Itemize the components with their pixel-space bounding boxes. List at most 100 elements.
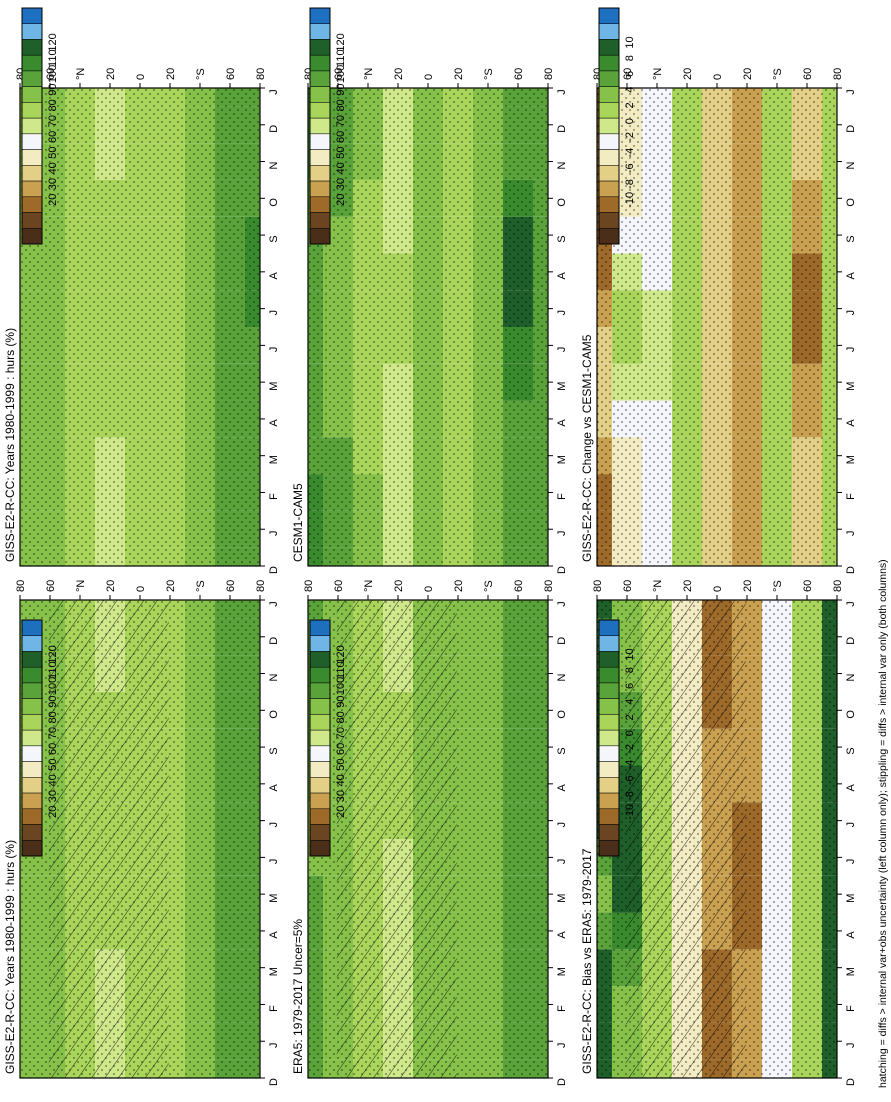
lat-tick-label: 20 xyxy=(393,68,405,80)
month-tick-label: A xyxy=(556,272,568,280)
colorbar-label: -6 xyxy=(624,775,636,785)
month-tick-label: M xyxy=(268,967,280,976)
colorbar-label: 4 xyxy=(624,87,636,93)
month-tick-label: S xyxy=(268,747,280,754)
lat-tick-label: 60 xyxy=(802,68,814,80)
lat-tick-label: °S xyxy=(772,68,784,80)
month-tick-label: F xyxy=(845,493,857,500)
month-tick-label: J xyxy=(556,347,568,353)
colorbar-swatch xyxy=(21,133,43,150)
lat-tick-label: 20 xyxy=(105,68,117,80)
month-tick-label: J xyxy=(268,822,280,828)
month-tick-label: S xyxy=(556,235,568,242)
colorbar-swatch xyxy=(309,729,331,747)
colorbar-swatch xyxy=(309,7,331,24)
month-tick-label: J xyxy=(845,89,857,95)
colorbar-swatch xyxy=(309,228,331,245)
hatching-overlay xyxy=(625,600,746,1078)
colorbar-frame xyxy=(309,619,331,857)
colorbar-label: 120 xyxy=(335,645,347,663)
colorbar-swatch xyxy=(598,228,620,245)
colorbar-swatch xyxy=(21,23,43,40)
month-tick-label: J xyxy=(556,89,568,95)
month-tick-label: M xyxy=(556,382,568,391)
month-tick-label: M xyxy=(556,967,568,976)
month-tick-label: A xyxy=(556,784,568,792)
colorbar-label: 90 xyxy=(335,696,347,708)
month-tick-label: A xyxy=(556,419,568,427)
colorbar-swatch xyxy=(309,840,331,857)
lat-tick-label: 80 xyxy=(832,68,844,80)
colorbar-swatch xyxy=(21,117,43,135)
month-tick-label: J xyxy=(845,310,857,316)
colorbar-swatch xyxy=(598,840,620,857)
colorbar-swatch xyxy=(309,70,331,87)
colorbar-swatch xyxy=(598,761,620,778)
colorbar-swatch xyxy=(309,714,331,731)
colorbar-swatch xyxy=(598,682,620,699)
colorbar-label: 80 xyxy=(47,99,59,111)
month-tick-label: D xyxy=(845,1078,857,1086)
month-tick-label: N xyxy=(845,674,857,682)
colorbar-label: 0 xyxy=(624,730,636,736)
colorbar-swatch xyxy=(598,745,620,762)
month-tick-label: F xyxy=(845,1005,857,1012)
month-tick-label: J xyxy=(556,530,568,536)
month-tick-label: D xyxy=(556,637,568,645)
colorbar-swatch xyxy=(598,39,620,56)
colorbar-label: 4 xyxy=(624,699,636,705)
colorbar-label: -8 xyxy=(624,179,636,189)
month-tick-label: J xyxy=(556,1042,568,1048)
colorbar-label: 10 xyxy=(624,36,636,48)
colorbar-swatch xyxy=(598,824,620,841)
colorbar-swatch xyxy=(309,23,331,40)
colorbar-swatch xyxy=(21,180,43,198)
hatching-overlay xyxy=(48,600,169,1078)
colorbar-swatch xyxy=(21,824,43,841)
month-tick-label: M xyxy=(556,894,568,903)
colorbar-swatch xyxy=(598,729,620,747)
month-tick-label: M xyxy=(268,455,280,464)
lat-tick-label: 0 xyxy=(712,74,724,80)
month-tick-label: J xyxy=(845,601,857,607)
lat-tick-label: 60 xyxy=(513,580,525,592)
colorbar-swatch xyxy=(309,761,331,778)
colorbar-label: 100 xyxy=(335,677,347,695)
colorbar-label: 100 xyxy=(335,65,347,83)
lat-tick-label: 60 xyxy=(225,580,237,592)
panel-3: D J F M A M J J A S O N D J 80 60 °N 20 0 20 °S 60 80 CESM1-CAM… xyxy=(291,68,568,574)
lat-tick-label: °N xyxy=(75,580,87,592)
colorbar-swatch xyxy=(309,117,331,135)
month-tick-label: D xyxy=(268,637,280,645)
colorbar-label: 80 xyxy=(47,711,59,723)
colorbar-label: -6 xyxy=(624,163,636,173)
colorbar-swatch xyxy=(21,808,43,825)
lat-tick-label: 60 xyxy=(513,68,525,80)
colorbar-swatch xyxy=(21,39,43,56)
panel-title: CESM1-CAM5 xyxy=(291,483,305,562)
lat-tick-label: 60 xyxy=(45,580,57,592)
colorbar-swatch xyxy=(309,212,331,229)
month-tick-label: O xyxy=(845,710,857,719)
lat-tick-label: 20 xyxy=(742,580,754,592)
lat-tick-label: °N xyxy=(363,580,375,592)
colorbar-swatch xyxy=(598,70,620,87)
lat-tick-label: °S xyxy=(195,68,207,80)
month-tick-label: J xyxy=(845,530,857,536)
month-tick-label: M xyxy=(268,382,280,391)
stippling-overlay xyxy=(597,88,837,566)
colorbar-label: 50 xyxy=(335,146,347,158)
colorbar-swatch xyxy=(598,808,620,825)
lat-tick-label: 20 xyxy=(682,68,694,80)
colorbar-swatch xyxy=(309,792,331,810)
colorbar-label: 60 xyxy=(335,131,347,143)
colorbar-swatch xyxy=(598,23,620,40)
colorbar-swatch xyxy=(598,54,620,72)
colorbar-swatch xyxy=(309,165,331,182)
month-tick-label: O xyxy=(845,198,857,207)
colorbar-swatch xyxy=(21,698,43,715)
